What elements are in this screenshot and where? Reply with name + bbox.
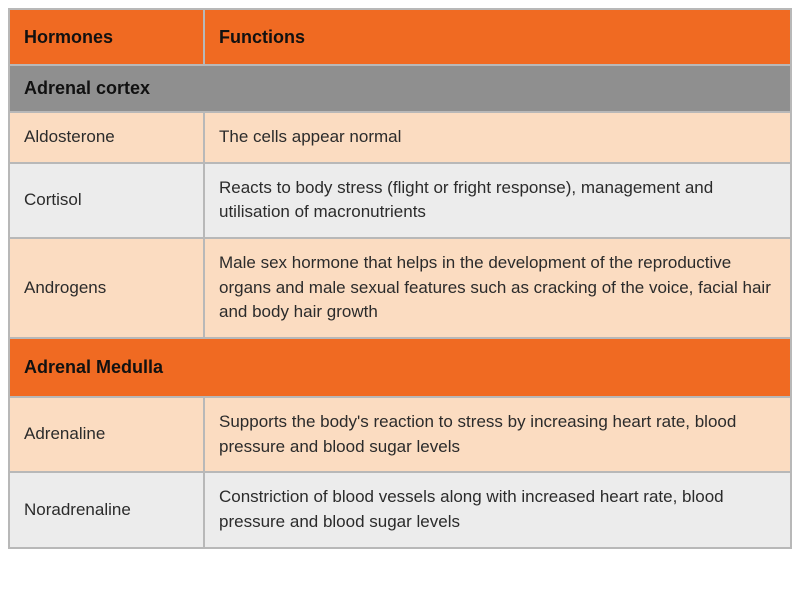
hormone-name: Cortisol <box>10 164 205 237</box>
hormone-name: Adrenaline <box>10 398 205 471</box>
section-adrenal-cortex: Adrenal cortex <box>10 66 790 113</box>
section-adrenal-medulla: Adrenal Medulla <box>10 339 790 398</box>
table-row: Noradrenaline Constriction of blood vess… <box>10 473 790 546</box>
header-hormones: Hormones <box>10 10 205 64</box>
hormone-function: The cells appear normal <box>205 113 790 162</box>
table-row: Cortisol Reacts to body stress (flight o… <box>10 164 790 239</box>
header-functions: Functions <box>205 10 790 64</box>
hormone-function: Constriction of blood vessels along with… <box>205 473 790 546</box>
hormone-name: Aldosterone <box>10 113 205 162</box>
table-row: Adrenaline Supports the body's reaction … <box>10 398 790 473</box>
hormone-function: Male sex hormone that helps in the devel… <box>205 239 790 337</box>
hormones-table: Hormones Functions Adrenal cortex Aldost… <box>8 8 792 549</box>
hormone-function: Supports the body's reaction to stress b… <box>205 398 790 471</box>
table-row: Aldosterone The cells appear normal <box>10 113 790 164</box>
table-row: Androgens Male sex hormone that helps in… <box>10 239 790 339</box>
hormone-function: Reacts to body stress (flight or fright … <box>205 164 790 237</box>
hormone-name: Noradrenaline <box>10 473 205 546</box>
table-header-row: Hormones Functions <box>10 10 790 66</box>
hormone-name: Androgens <box>10 239 205 337</box>
